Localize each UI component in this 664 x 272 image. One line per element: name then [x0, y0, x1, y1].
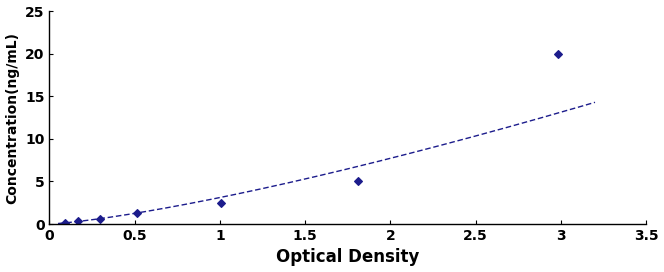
Y-axis label: Concentration(ng/mL): Concentration(ng/mL)	[5, 32, 19, 203]
X-axis label: Optical Density: Optical Density	[276, 248, 420, 267]
